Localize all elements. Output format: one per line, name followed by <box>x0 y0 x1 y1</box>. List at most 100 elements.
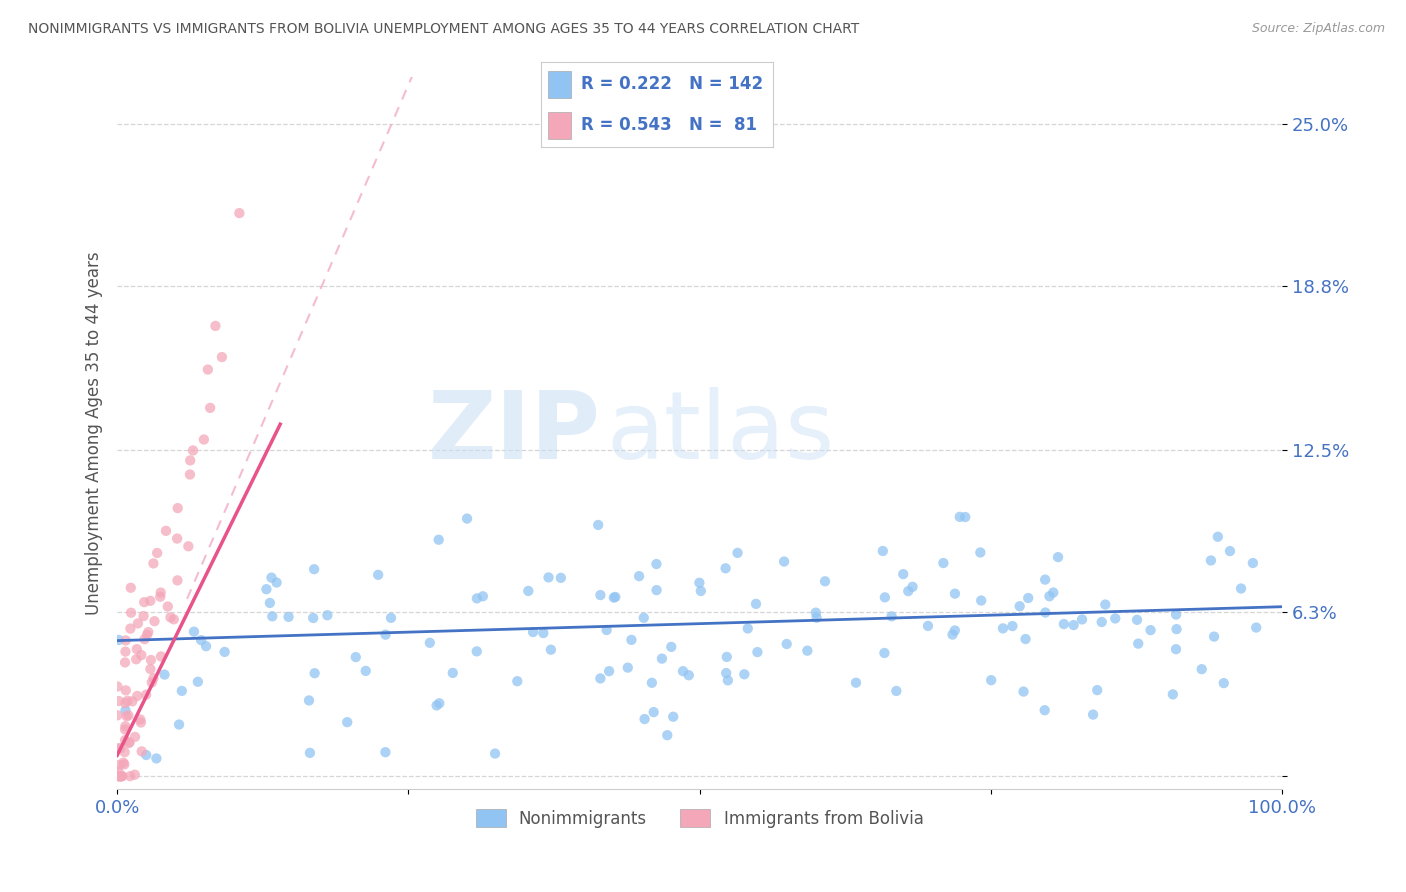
Point <box>259 596 281 610</box>
Point <box>266 575 288 590</box>
Point <box>645 583 668 598</box>
Point <box>603 591 626 605</box>
Point <box>633 611 655 625</box>
Point <box>193 433 215 447</box>
Point <box>1033 703 1056 717</box>
Text: Source: ZipAtlas.com: Source: ZipAtlas.com <box>1251 22 1385 36</box>
Point <box>419 636 441 650</box>
Point <box>298 746 321 760</box>
Point <box>149 585 172 599</box>
Point <box>120 622 142 636</box>
Point <box>114 733 136 747</box>
Point <box>727 546 749 560</box>
Point <box>155 524 177 538</box>
Point <box>589 672 612 686</box>
Point <box>1035 606 1057 620</box>
Point <box>1047 550 1070 565</box>
Point <box>1042 585 1064 599</box>
Point <box>970 593 993 607</box>
Point <box>1230 582 1253 596</box>
Point <box>1104 611 1126 625</box>
Point <box>484 747 506 761</box>
Point <box>620 632 643 647</box>
Point <box>121 694 143 708</box>
Point <box>134 632 156 647</box>
Point <box>1091 615 1114 629</box>
Point <box>112 757 135 772</box>
Point <box>733 667 755 681</box>
Point <box>127 689 149 703</box>
Point <box>662 710 685 724</box>
Point <box>1126 613 1149 627</box>
Point <box>167 717 190 731</box>
Point <box>129 713 152 727</box>
Point <box>657 728 679 742</box>
Point <box>943 587 966 601</box>
Point <box>114 683 136 698</box>
Point <box>141 675 163 690</box>
Point <box>672 664 695 678</box>
Point <box>891 567 914 582</box>
Text: R = 0.543   N =  81: R = 0.543 N = 81 <box>581 116 756 134</box>
Point <box>256 582 278 597</box>
Point <box>465 591 488 606</box>
Point <box>1139 623 1161 637</box>
Point <box>1128 637 1150 651</box>
Point <box>716 649 738 664</box>
Point <box>1038 589 1060 603</box>
Point <box>120 581 142 595</box>
Point <box>714 561 737 575</box>
Point <box>426 698 449 713</box>
Point <box>143 614 166 628</box>
Point <box>110 741 132 756</box>
Point <box>110 769 132 783</box>
Point <box>262 609 284 624</box>
Point <box>932 556 955 570</box>
Point <box>1085 683 1108 698</box>
Point <box>131 744 153 758</box>
Point <box>550 571 572 585</box>
Point <box>678 668 700 682</box>
Point <box>980 673 1002 688</box>
Bar <box>548 112 571 139</box>
Point <box>806 611 828 625</box>
Point <box>114 644 136 658</box>
Point <box>214 645 236 659</box>
Point <box>197 362 219 376</box>
Point <box>187 674 209 689</box>
Point <box>1033 573 1056 587</box>
Point <box>1161 687 1184 701</box>
Point <box>605 590 627 604</box>
Point <box>1063 618 1085 632</box>
Point <box>427 533 450 547</box>
Point <box>114 696 136 710</box>
Text: ZIP: ZIP <box>427 387 600 479</box>
Point <box>531 626 554 640</box>
Point <box>917 619 939 633</box>
Point <box>136 628 159 642</box>
Point <box>298 693 321 707</box>
Point <box>142 557 165 571</box>
Point <box>943 624 966 638</box>
Point <box>131 648 153 662</box>
Point <box>641 675 664 690</box>
Point <box>872 544 894 558</box>
Point <box>163 612 186 626</box>
Point <box>139 662 162 676</box>
Point <box>302 611 325 625</box>
Point <box>153 667 176 681</box>
Point <box>1212 676 1234 690</box>
Point <box>228 206 250 220</box>
Point <box>110 769 132 783</box>
Point <box>651 651 673 665</box>
Point <box>969 545 991 559</box>
Point <box>166 574 188 588</box>
Point <box>117 736 139 750</box>
Point <box>127 616 149 631</box>
Point <box>737 622 759 636</box>
Point <box>114 723 136 737</box>
Point <box>134 595 156 609</box>
Point <box>1164 607 1187 622</box>
Point <box>617 660 640 674</box>
Point <box>745 597 768 611</box>
